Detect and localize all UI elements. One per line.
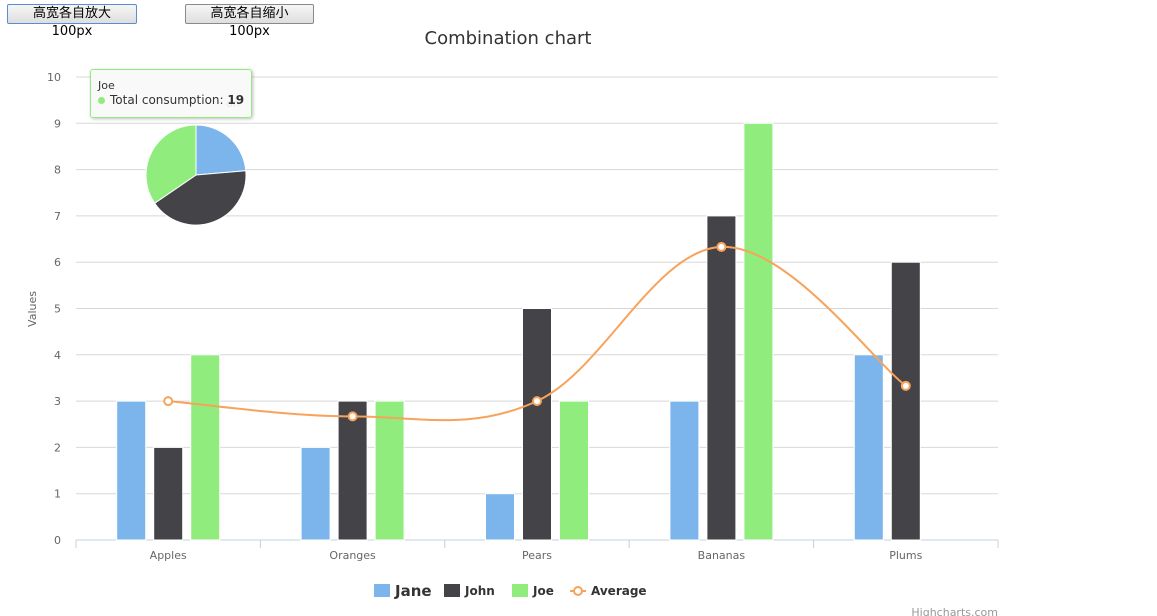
average-point[interactable] [900, 380, 911, 391]
legend-item-jane[interactable]: Jane [394, 582, 432, 600]
tooltip-title: Joe [98, 79, 115, 92]
x-axis: Apples Oranges Pears Bananas Plums [75, 539, 999, 562]
legend-item-john[interactable]: John [464, 584, 495, 598]
tooltip-series-label: Total consumption [110, 93, 220, 107]
legend-marker-symbol [573, 586, 583, 596]
x-tick-label: Apples [150, 549, 187, 562]
enlarge-size-button[interactable]: 高宽各自放大100px [7, 4, 137, 39]
y-tick-label: 9 [54, 117, 61, 130]
legend-item-average[interactable]: Average [591, 584, 647, 598]
chart-title: Combination chart [425, 28, 592, 49]
average-point[interactable] [716, 241, 727, 252]
average-point[interactable] [163, 396, 174, 407]
pie-slice-john[interactable] [154, 170, 247, 226]
bar-joe[interactable] [743, 122, 774, 541]
pie-chart [145, 124, 247, 226]
average-point[interactable] [347, 411, 358, 422]
bar-jane[interactable] [300, 446, 331, 541]
shrink-size-button[interactable]: 高宽各自缩小100px [185, 4, 314, 39]
y-tick-label: 7 [54, 210, 61, 223]
tooltip-color-dot [98, 97, 105, 104]
legend: Jane John Joe Average [374, 582, 647, 600]
column-series [116, 122, 921, 541]
y-tick-label: 5 [54, 303, 61, 316]
bar-jane[interactable] [116, 400, 147, 541]
x-tick-label: Plums [889, 549, 922, 562]
average-spline-series [163, 241, 911, 422]
bar-john[interactable] [153, 446, 184, 541]
y-axis-ticks: 0 1 2 3 4 5 6 7 8 9 10 [47, 71, 61, 547]
legend-swatch-jane [374, 584, 390, 597]
bar-jane[interactable] [669, 400, 700, 541]
pie-slice-joe[interactable] [145, 124, 197, 204]
y-tick-label: 6 [54, 256, 61, 269]
credits-link[interactable]: Highcharts.com [911, 606, 998, 616]
bar-john[interactable] [522, 308, 552, 541]
bar-joe[interactable] [374, 400, 405, 541]
y-tick-label: 2 [54, 441, 61, 454]
x-tick-label: Pears [522, 549, 552, 562]
pie-slice-jane[interactable] [195, 124, 247, 176]
average-point[interactable] [532, 396, 542, 407]
x-tick-label: Oranges [329, 549, 376, 562]
bar-joe[interactable] [559, 400, 589, 541]
x-tick-label: Bananas [698, 549, 746, 562]
bar-jane[interactable] [853, 354, 884, 541]
y-tick-label: 10 [47, 71, 61, 84]
y-tick-label: 4 [54, 349, 61, 362]
y-tick-label: 1 [54, 488, 61, 501]
bar-joe[interactable] [190, 354, 221, 541]
bar-john[interactable] [706, 215, 737, 541]
y-tick-label: 0 [54, 534, 61, 547]
average-line [168, 245, 907, 422]
legend-swatch-joe [512, 584, 528, 597]
bar-john[interactable] [337, 400, 368, 541]
legend-swatch-john [444, 584, 460, 597]
tooltip-value: 19 [227, 93, 245, 107]
legend-item-joe[interactable]: Joe [532, 584, 554, 598]
y-tick-label: 3 [54, 395, 61, 408]
bar-john[interactable] [890, 261, 921, 541]
y-axis-label: Values [26, 291, 39, 327]
tooltip-line: Total consumption: 19 [98, 93, 244, 107]
bar-jane[interactable] [485, 493, 515, 541]
tooltip: Joe Total consumption: 19 [90, 69, 252, 118]
y-tick-label: 8 [54, 164, 61, 177]
